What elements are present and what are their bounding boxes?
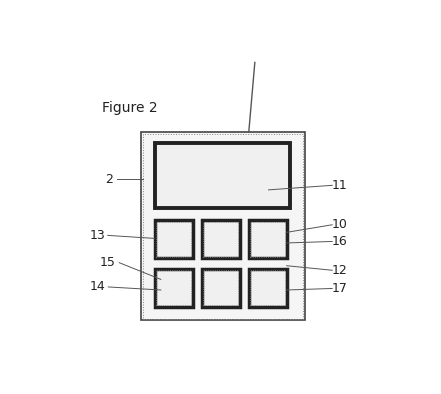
Bar [249,269,287,307]
Bar [141,132,305,320]
Bar [142,134,303,319]
Bar [249,220,287,258]
Text: 13: 13 [89,229,105,242]
Text: 2: 2 [105,173,113,186]
Text: 14: 14 [89,281,105,294]
Text: 17: 17 [332,282,348,295]
Bar [250,222,285,256]
Text: 12: 12 [332,264,348,277]
Bar [203,270,238,305]
Bar [156,222,191,256]
Bar [155,220,193,258]
Bar [250,270,285,305]
Text: 11: 11 [332,179,348,192]
Bar [156,270,191,305]
Text: 10: 10 [332,218,348,231]
Bar [155,269,193,307]
Text: Figure 2: Figure 2 [101,101,157,115]
Bar [202,220,239,258]
Bar [155,143,290,208]
Text: 15: 15 [100,256,116,269]
Text: 16: 16 [332,235,348,248]
Bar [202,269,239,307]
Bar [203,222,238,256]
